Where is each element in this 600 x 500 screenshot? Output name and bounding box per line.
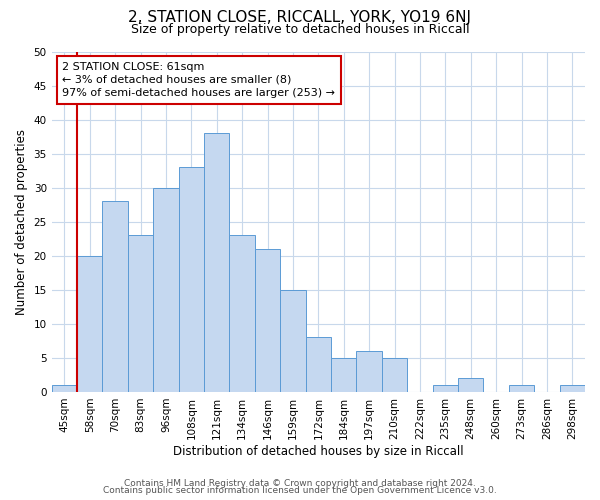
Bar	[458, 378, 484, 392]
Bar	[305, 338, 331, 392]
Bar	[179, 168, 204, 392]
Y-axis label: Number of detached properties: Number of detached properties	[15, 128, 28, 314]
Bar	[153, 188, 179, 392]
X-axis label: Distribution of detached houses by size in Riccall: Distribution of detached houses by size …	[173, 444, 464, 458]
Bar	[280, 290, 305, 392]
Bar	[204, 133, 229, 392]
Bar	[128, 236, 153, 392]
Text: 2 STATION CLOSE: 61sqm
← 3% of detached houses are smaller (8)
97% of semi-detac: 2 STATION CLOSE: 61sqm ← 3% of detached …	[62, 62, 335, 98]
Bar	[433, 385, 458, 392]
Bar	[77, 256, 103, 392]
Bar	[560, 385, 585, 392]
Bar	[52, 385, 77, 392]
Text: Contains public sector information licensed under the Open Government Licence v3: Contains public sector information licen…	[103, 486, 497, 495]
Bar	[103, 202, 128, 392]
Bar	[229, 236, 255, 392]
Bar	[331, 358, 356, 392]
Bar	[255, 249, 280, 392]
Text: 2, STATION CLOSE, RICCALL, YORK, YO19 6NJ: 2, STATION CLOSE, RICCALL, YORK, YO19 6N…	[128, 10, 472, 25]
Bar	[509, 385, 534, 392]
Bar	[382, 358, 407, 392]
Bar	[356, 351, 382, 392]
Text: Contains HM Land Registry data © Crown copyright and database right 2024.: Contains HM Land Registry data © Crown c…	[124, 478, 476, 488]
Text: Size of property relative to detached houses in Riccall: Size of property relative to detached ho…	[131, 22, 469, 36]
